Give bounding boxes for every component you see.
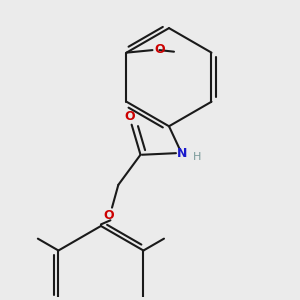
- Text: O: O: [125, 110, 135, 123]
- Text: O: O: [154, 43, 165, 56]
- Text: N: N: [176, 147, 187, 160]
- Text: H: H: [193, 152, 201, 162]
- Text: O: O: [103, 209, 114, 222]
